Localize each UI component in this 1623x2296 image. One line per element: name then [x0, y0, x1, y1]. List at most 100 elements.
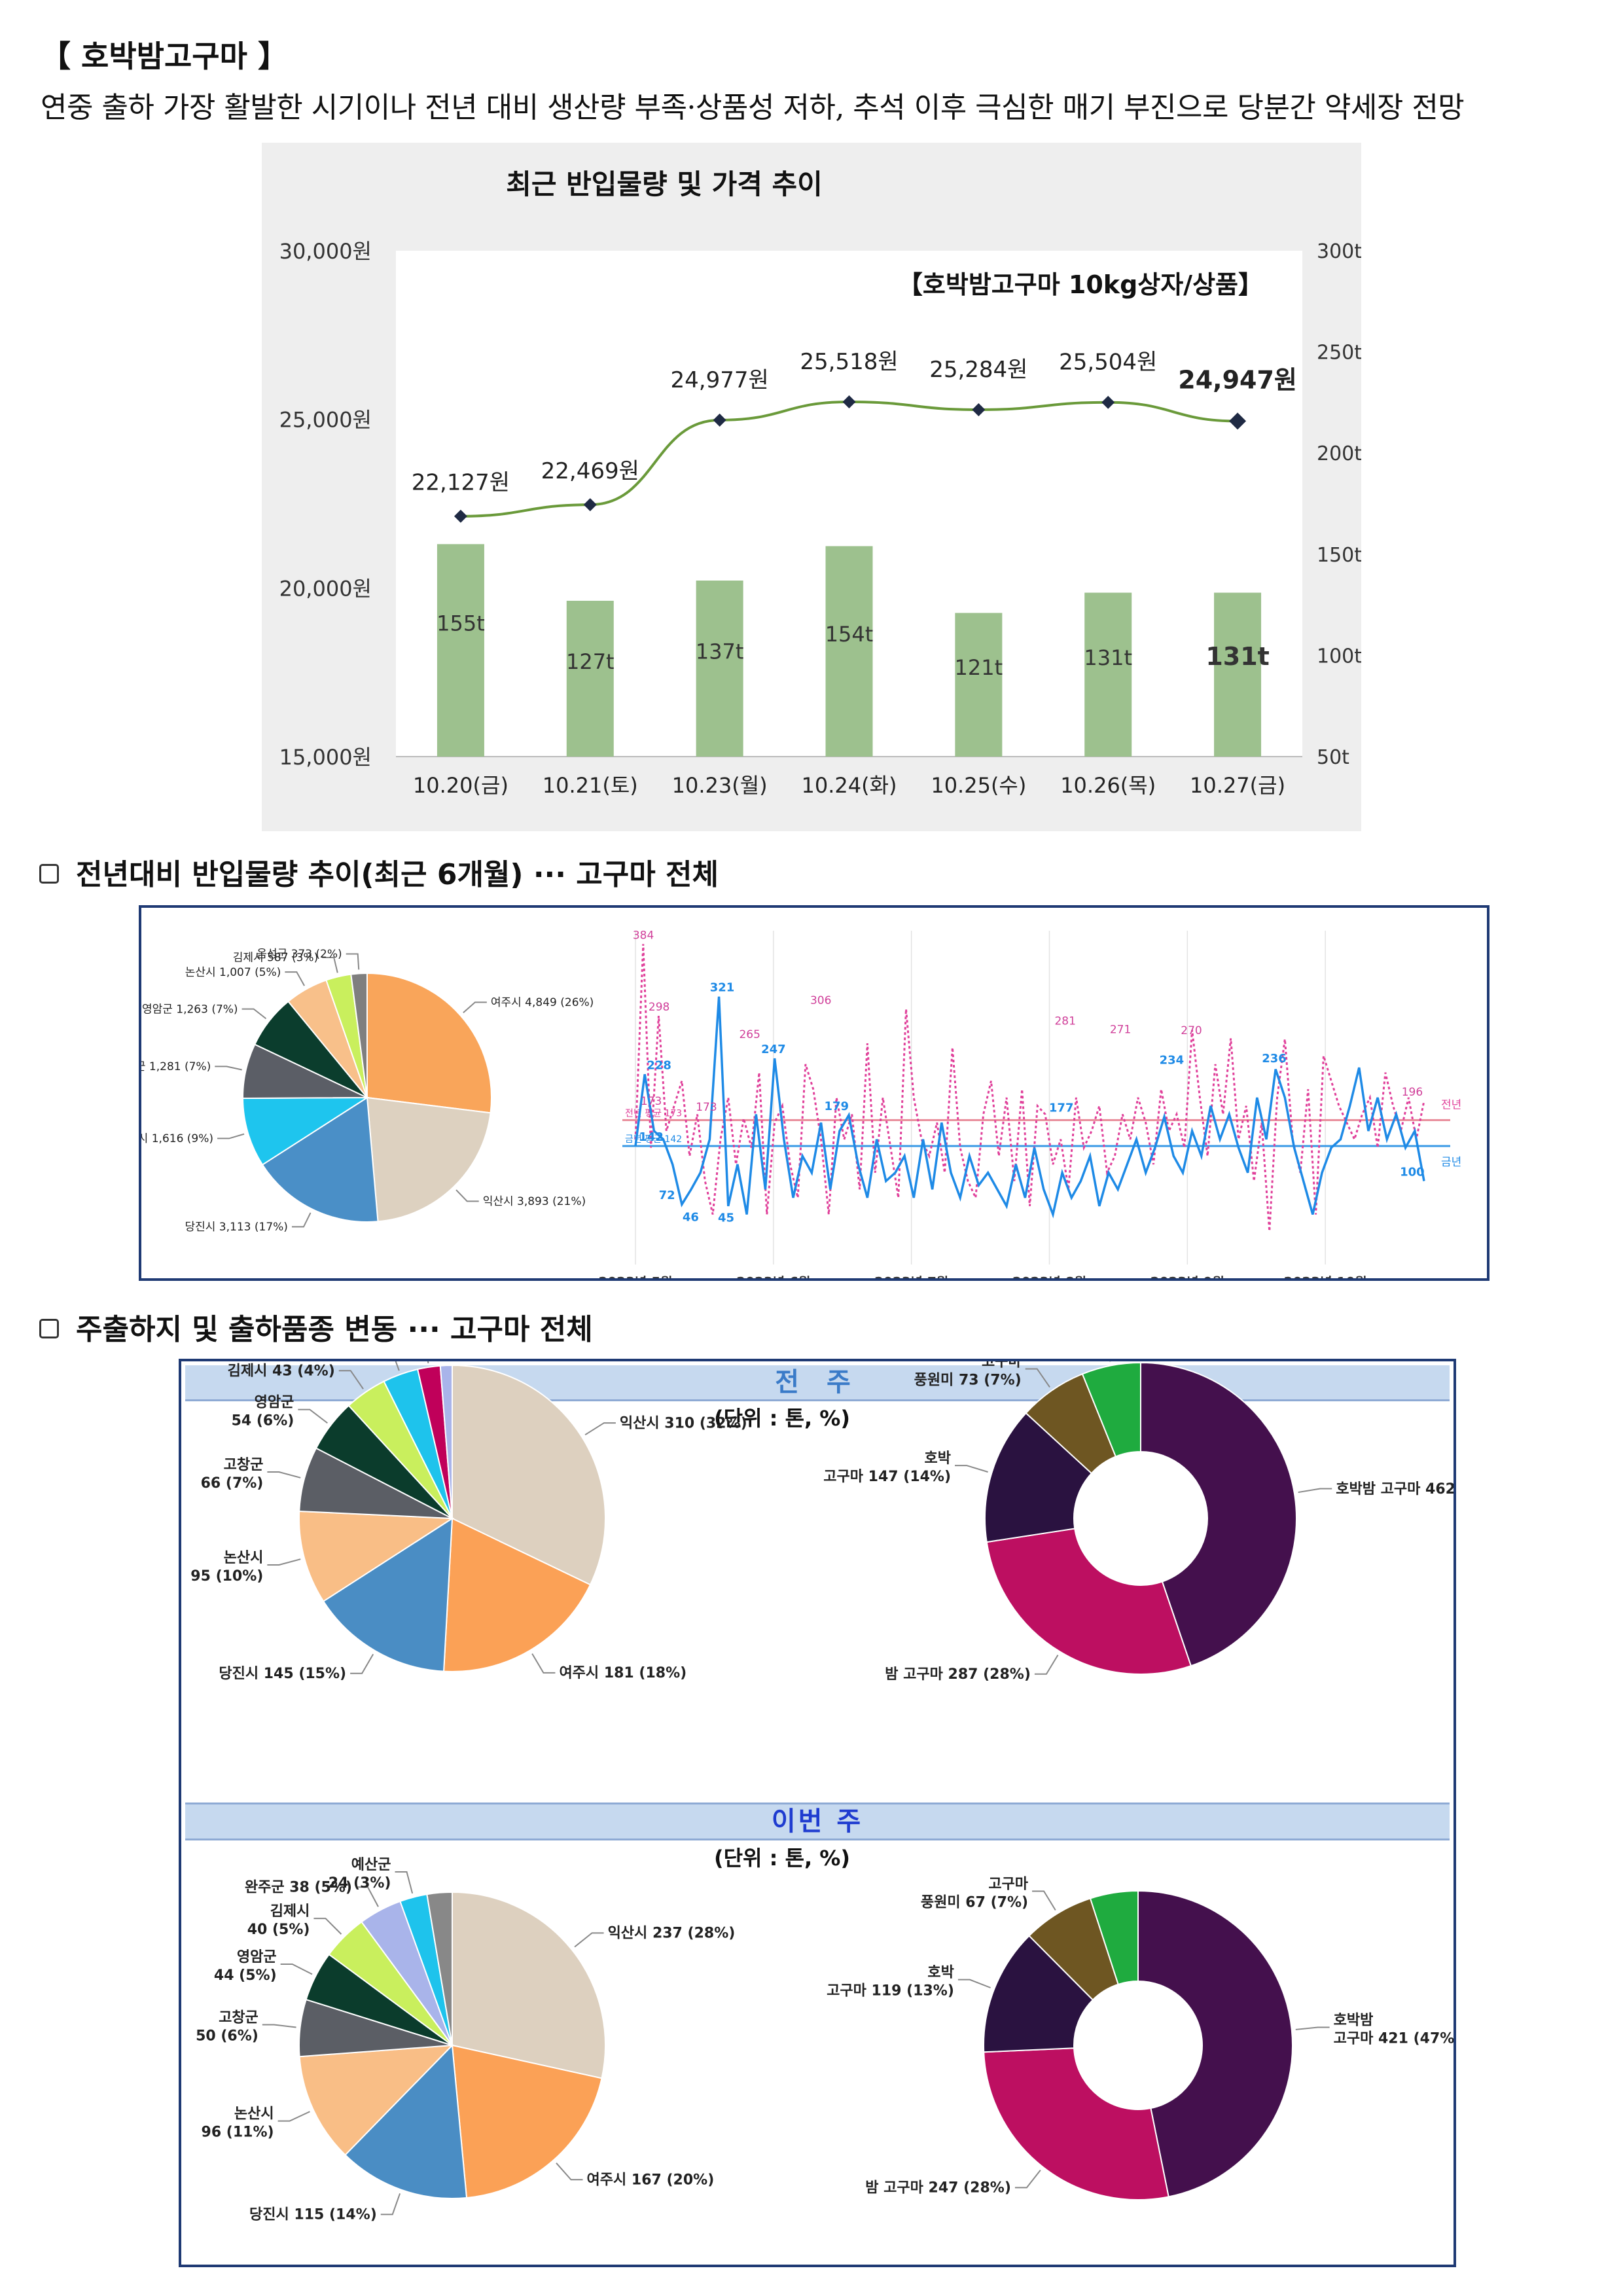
slice-label-name: 고구마 [982, 1361, 1022, 1370]
leader-line [285, 971, 305, 986]
checkbox-icon [39, 864, 59, 884]
leader-line [217, 1133, 245, 1139]
volume-label: 131t [1205, 642, 1270, 671]
prev-year-line [634, 944, 1425, 1232]
pie-slice [322, 1517, 454, 1672]
pie-slice [261, 1096, 379, 1223]
right-axis-tick: 100t [1317, 645, 1361, 668]
pie-slice [452, 1891, 606, 2079]
leader-line [1034, 1655, 1059, 1675]
left-axis-tick: 15,000원 [279, 745, 372, 770]
slice-label-name: 고창군 [219, 2010, 259, 2026]
this-year-line [634, 996, 1425, 1219]
slice-label-value: 95 (10%) [190, 1568, 263, 1585]
volume-label: 127t [566, 649, 615, 674]
volume-label: 131t [1084, 645, 1132, 670]
pie-slice [439, 1364, 453, 1519]
month-label: 2023년 7월 [874, 1274, 948, 1278]
leader-line [262, 2024, 296, 2028]
slice-label-name: 영암군 [255, 1395, 294, 1411]
pie-slice [983, 2047, 1169, 2200]
curr-point-label: 236 [1262, 1052, 1287, 1066]
price-label: 25,284원 [929, 357, 1027, 383]
origin-prev-week-pie: 익산시 310 (32%) 여주시 181 (18%) 당진시 145 (15%) 논… [190, 1361, 747, 1682]
leader-line [584, 1422, 616, 1436]
leader-line [463, 1001, 487, 1013]
origin-section-title-text: 주출하지 및 출하품종 변동 ··· 고구마 전체 [76, 1313, 593, 1346]
volume-section-title: 전년대비 반입물량 추이(최근 6개월) ··· 고구마 전체 [39, 851, 719, 893]
price-label: 22,469원 [541, 458, 639, 484]
leader-line [957, 1979, 991, 1988]
origin-6m-pie: 여주시 4,849 (26%) 익산시 3,893 (21%) 당진시 3,113 … [141, 948, 594, 1234]
pie-slice [366, 1096, 491, 1223]
series-name: 전년 [1441, 1098, 1461, 1111]
volume-label: 121t [955, 655, 1003, 680]
volume-bar [825, 546, 873, 757]
slice-label: 여주시 4,849 (26%) [491, 996, 594, 1009]
chart-title: 최근 반입물량 및 가격 추이 [506, 168, 823, 200]
slice-label: 논산시 1,007 (5%) [185, 966, 281, 979]
price-label: 25,518원 [800, 349, 898, 375]
slice-label: 당진시 3,113 (17%) [185, 1221, 287, 1234]
slice-label-value: 풍원미 73 (7%) [914, 1372, 1022, 1388]
prev-point-label: 265 [739, 1028, 760, 1041]
slice-label: 익산시 237 (28%) [608, 1926, 736, 1942]
product-label: 【호박밤고구마 10kg상자/상품】 [898, 270, 1263, 299]
leader-line [355, 1886, 379, 1907]
series-name: 금년 [1441, 1156, 1461, 1169]
slice-label-name: 호박 [927, 1965, 954, 1981]
volume-label: 155t [437, 611, 485, 636]
pie-slice [986, 1528, 1192, 1675]
slice-label: 김제시 587 (3%) [233, 952, 318, 965]
curr-point-label: 234 [1160, 1054, 1185, 1067]
slice-label: 밤 고구마 287 (28%) [885, 1666, 1031, 1683]
left-axis-tick: 20,000원 [279, 576, 372, 601]
pie-slice [350, 972, 368, 1098]
pie-slice [984, 1412, 1093, 1543]
this-week-header: 이번 주 [185, 1803, 1450, 1840]
volume-bar [955, 613, 1003, 757]
slice-label-value: 24 (3%) [329, 1875, 391, 1892]
origin-section-title: 주출하지 및 출하품종 변동 ··· 고구마 전체 [39, 1306, 593, 1348]
pie-slice [452, 1364, 606, 1586]
month-label: 2023년 8월 [1012, 1274, 1086, 1278]
x-axis-tick: 10.25(수) [931, 773, 1026, 798]
right-axis-tick: 200t [1317, 442, 1361, 465]
leader-line [267, 1471, 301, 1479]
curr-point-label: 321 [710, 981, 735, 995]
leader-line [298, 1408, 328, 1424]
volume-bar [1214, 592, 1262, 757]
pie-slice [1081, 1361, 1141, 1458]
prev-point-label: 298 [649, 1001, 669, 1014]
price-volume-chart: 최근 반입물량 및 가격 추이 155t 127t 137t 154t 121t 131t… [262, 143, 1361, 831]
pie-slice [298, 1510, 455, 1602]
leader-line [280, 1964, 313, 1975]
pie-slice [298, 2044, 454, 2156]
slice-label: 김제시 43 (4%) [228, 1363, 335, 1380]
leader-line [380, 2193, 401, 2215]
slice-label: 영암군 1,263 (7%) [142, 1003, 238, 1016]
leader-line [1014, 2169, 1041, 2189]
pie-slice [1140, 1361, 1297, 1667]
right-axis-tick: 250t [1317, 342, 1361, 365]
x-axis-tick: 10.27(금) [1190, 773, 1285, 798]
pie-slice [366, 972, 492, 1114]
x-axis-tick: 10.21(토) [543, 773, 638, 798]
pie-slice [241, 1096, 370, 1166]
leader-line [346, 953, 360, 970]
pie-slice [443, 1517, 592, 1672]
x-axis-tick: 10.24(화) [801, 773, 897, 798]
curr-point-label: 100 [1400, 1166, 1425, 1179]
slice-label: 익산시 3,893 (21%) [483, 1195, 586, 1208]
leader-line [1032, 1890, 1056, 1911]
leader-line [955, 1465, 988, 1473]
leader-line [322, 956, 338, 973]
volume-bar [1084, 592, 1132, 757]
market-summary: 연중 출하 가장 활발한 시기이나 전년 대비 생산량 부족·상품성 저하, 추… [41, 91, 1465, 124]
slice-label-value: 66 (7%) [201, 1475, 264, 1492]
volume-bar [566, 600, 614, 757]
pie-slice [426, 1891, 453, 2046]
volume-bar [696, 580, 743, 757]
